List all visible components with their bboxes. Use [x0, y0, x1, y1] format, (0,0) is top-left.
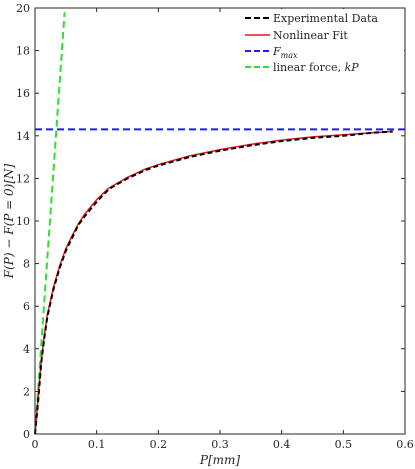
x-tick-label: 0.3	[211, 438, 229, 451]
y-tick-label: 2	[23, 385, 30, 398]
x-tick-label: 0.4	[273, 438, 291, 451]
y-tick-label: 18	[16, 45, 30, 58]
x-tick-label: 0.2	[150, 438, 168, 451]
x-tick-label: 0.6	[396, 438, 414, 451]
y-tick-label: 4	[23, 343, 30, 356]
y-axis-label: F(P) − F(P = 0)[N]	[2, 163, 16, 279]
legend: Experimental Data Nonlinear Fit Fmax lin…	[240, 9, 404, 79]
plot-lines	[34, 12, 405, 435]
nonlinear-fit-line	[34, 130, 393, 435]
legend-label-fmax: Fmax	[272, 45, 298, 60]
y-tick-label: 0	[23, 428, 30, 441]
y-tick-label: 14	[16, 130, 30, 143]
y-tick-label: 8	[23, 258, 30, 271]
y-tick-label: 6	[23, 300, 30, 313]
y-tick-label: 10	[16, 215, 30, 228]
x-axis-label: P[mm]	[199, 453, 241, 467]
x-tick-label: 0.1	[88, 438, 106, 451]
x-tick-label: 0	[32, 438, 39, 451]
y-tick-label: 16	[16, 87, 30, 100]
legend-label-linear: linear force, kP	[273, 61, 359, 74]
linear-force-line	[34, 12, 66, 435]
experimental-data-line	[34, 130, 393, 435]
legend-label-fit: Nonlinear Fit	[273, 29, 348, 42]
y-tick-label: 12	[16, 172, 30, 185]
axis-ticks: 0 0.1 0.2 0.3 0.4 0.5 0.6 0 2 4 6 8 10 12 14 16 18 20	[16, 2, 414, 451]
x-tick-label: 0.5	[335, 438, 353, 451]
legend-label-experimental: Experimental Data	[273, 12, 378, 25]
y-tick-label: 20	[16, 2, 30, 15]
